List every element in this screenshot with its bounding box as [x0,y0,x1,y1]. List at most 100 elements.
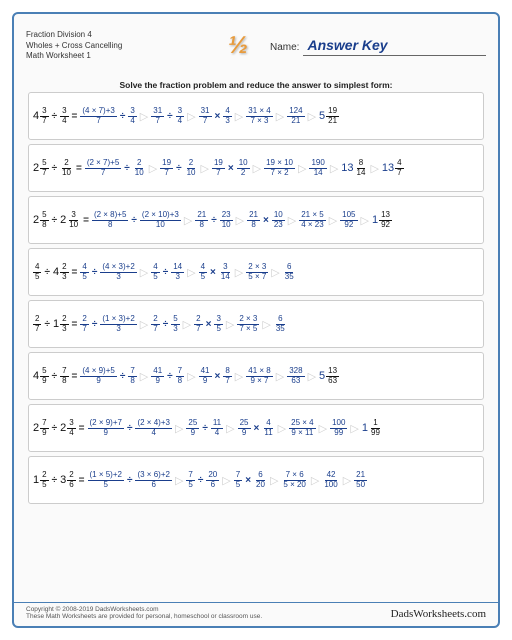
arrow-icon: ▷ [148,162,158,175]
mixed-number: 125 [33,471,49,489]
operator: ÷ [130,215,138,226]
operator: ÷ [197,475,205,486]
arrow-icon: ▷ [139,318,149,331]
fraction: 43 [223,107,231,125]
fraction: 27 [33,315,41,333]
fraction: (1 × 3)+23 [100,315,136,333]
fraction: (3 × 6)+26 [135,471,171,489]
fraction: 317 [199,107,212,125]
fraction: (1 × 5)+25 [88,471,124,489]
fraction: 79 [40,419,48,437]
fraction: 45 [199,263,207,281]
brand-text: DadsWorksheets.com [391,608,486,620]
fraction: 27 [80,315,88,333]
operator: ÷ [51,475,59,486]
mixed-number: 210 [60,159,73,177]
problem-row: 459÷78=(4 × 9)+59÷78▷419÷78▷419×87▷41 × … [28,352,484,400]
footer-left: Copyright © 2008-2019 DadsWorksheets.com… [26,606,262,620]
mixed-number: 27 [33,315,41,333]
fraction: (4 × 3)+23 [100,263,136,281]
mixed-number: 1199 [362,419,382,437]
arrow-icon: ▷ [307,370,317,383]
fraction: 23 [60,263,68,281]
operator: ÷ [126,423,134,434]
fraction: 197 [160,159,173,177]
fraction: 32863 [287,367,304,385]
arrow-icon: ▷ [270,266,280,279]
operator: ÷ [119,111,127,122]
operator: × [214,111,222,122]
operator: × [227,163,235,174]
fraction: 35 [214,315,222,333]
arrow-icon: ▷ [277,422,287,435]
arrow-icon: ▷ [329,162,339,175]
fraction: 2 × 35 × 7 [246,263,268,281]
arrow-icon: ▷ [360,214,370,227]
operator: × [205,319,213,330]
fraction: 78 [176,367,184,385]
fraction: 34 [60,107,68,125]
title-line2: Wholes + Cross Cancelling [26,41,206,51]
operator: ÷ [123,163,131,174]
fraction: 47 [395,159,403,177]
fraction: 34 [128,107,136,125]
mixed-number: 34 [60,107,68,125]
arrow-icon: ▷ [275,110,285,123]
fraction: 19014 [309,159,326,177]
mixed-number: 51363 [319,367,339,385]
operator: ÷ [166,111,174,122]
operator: ÷ [201,423,209,434]
arrow-icon: ▷ [221,474,231,487]
fraction: 635 [274,315,287,333]
fraction: 419 [199,367,212,385]
fraction: 1921 [326,107,339,125]
mixed-number: 78 [60,367,68,385]
instruction-text: Solve the fraction problem and reduce th… [14,80,498,90]
operator: ÷ [119,371,127,382]
fraction: 314 [219,263,232,281]
operator: = [71,111,79,122]
operator: = [78,423,86,434]
operator: ÷ [91,267,99,278]
fraction: 218 [247,211,260,229]
mixed-number: 45 [33,263,41,281]
problems-container: 437÷34=(4 × 7)+37÷34▷317÷34▷317×43▷31 × … [14,92,498,602]
fraction: 419 [151,367,164,385]
fraction: 34 [176,107,184,125]
operator: = [71,371,79,382]
name-value: Answer Key [303,37,486,56]
fraction: 206 [206,471,219,489]
arrow-icon: ▷ [342,474,352,487]
arrow-icon: ▷ [275,370,285,383]
arrow-icon: ▷ [310,474,320,487]
arrow-icon: ▷ [369,162,379,175]
fraction: 12421 [287,107,304,125]
fraction: 25 × 49 × 11 [289,419,315,437]
arrow-icon: ▷ [139,266,149,279]
fraction: 210 [185,159,198,177]
arrow-icon: ▷ [287,214,297,227]
operator: ÷ [210,215,218,226]
problem-row: 279÷234=(2 × 9)+79÷(2 × 4)+34▷259÷114▷25… [28,404,484,452]
operator: × [253,423,261,434]
arrow-icon: ▷ [318,422,328,435]
title-line1: Fraction Division 4 [26,30,206,40]
arrow-icon: ▷ [186,370,196,383]
worksheet-sheet: Fraction Division 4 Wholes + Cross Cance… [12,12,500,628]
mixed-number: 437 [33,107,49,125]
problem-row: 45÷423=45÷(4 × 3)+23▷45÷143▷45×314▷2 × 3… [28,248,484,296]
copyright-text: Copyright © 2008-2019 DadsWorksheets.com [26,606,262,613]
operator: × [209,267,217,278]
fraction: (2 × 10)+310 [140,211,181,229]
fraction: 45 [80,263,88,281]
fraction: 1392 [379,211,392,229]
fraction: 25 [40,471,48,489]
arrow-icon: ▷ [252,162,262,175]
fraction: 58 [40,211,48,229]
fraction: 26 [67,471,75,489]
operator: ÷ [43,267,51,278]
fraction: 210 [133,159,146,177]
problem-row: 258÷2310=(2 × 8)+58÷(2 × 10)+310▷218÷231… [28,196,484,244]
fraction: 87 [223,367,231,385]
arrow-icon: ▷ [139,370,149,383]
